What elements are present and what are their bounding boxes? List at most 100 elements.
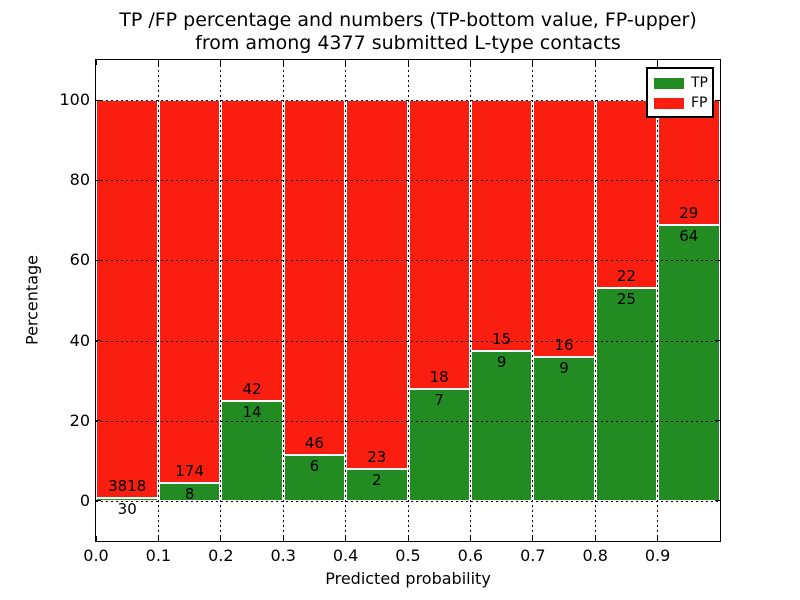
x-tick-mark: [532, 536, 534, 541]
x-tick-mark-top: [407, 60, 409, 65]
x-tick-mark-top: [345, 60, 347, 65]
bar-segment-fp-1: [158, 100, 221, 484]
x-tick-mark: [95, 536, 97, 541]
bar-segment-tp-2: [220, 400, 284, 501]
bar-segment-fp-3: [283, 100, 346, 455]
gridline-x-dots: [157, 60, 159, 541]
tp-count-label: 2: [372, 470, 382, 489]
gridline-x-0.5: [406, 60, 410, 541]
gridline-y-100: [96, 100, 720, 102]
gridline-x-0.7: [531, 60, 535, 541]
fp-count-label: 46: [304, 433, 324, 452]
gridline-x-dots: [220, 60, 222, 541]
x-tick-mark-top: [469, 60, 471, 65]
bar-segment-fp-2: [220, 100, 284, 401]
tp-count-label: 7: [434, 390, 444, 409]
y-tick-mark: [96, 340, 101, 342]
x-tick-label: 0.6: [457, 546, 484, 565]
chart-title-line1: TP /FP percentage and numbers (TP-bottom…: [119, 9, 697, 31]
chart-title: TP /FP percentage and numbers (TP-bottom…: [96, 9, 720, 55]
bar-segment-tp-7: [532, 356, 596, 501]
tp-count-label: 30: [117, 499, 137, 518]
y-tick-mark-right: [715, 420, 720, 422]
gridline-x-dots: [469, 60, 471, 541]
gridline-x-0.6: [468, 60, 472, 541]
y-tick-label: 60: [69, 250, 90, 270]
bar-segment-fp-7: [532, 100, 596, 357]
x-tick-mark-top: [282, 60, 284, 65]
x-tick-mark-top: [220, 60, 222, 65]
x-tick-label: 0.2: [208, 546, 234, 565]
gridline-x-0.4: [344, 60, 348, 541]
fp-count-label: 42: [242, 379, 262, 398]
x-tick-label: 0.4: [332, 546, 359, 565]
gridline-x-dots: [532, 60, 534, 541]
tp-count-label: 9: [559, 358, 569, 377]
y-tick-mark: [96, 259, 101, 261]
x-tick-label: 0.9: [644, 546, 671, 565]
x-tick-mark-top: [657, 60, 659, 65]
gridline-x-0.3: [281, 60, 285, 541]
gridline-x-dots: [594, 60, 596, 541]
y-tick-mark: [96, 420, 101, 422]
chart-title-line2: from among 4377 submitted L-type contact…: [195, 32, 621, 54]
y-tick-mark-right: [715, 179, 720, 181]
plot-area: 3818 30 174 8 42 14 46 6 23 2 18 7 15 9 16 9 22 25 29 64: [95, 59, 721, 542]
plot-inner: 3818 30 174 8 42 14 46 6 23 2 18 7 15 9 16 9 22 25 29 64: [95, 60, 720, 541]
x-tick-mark: [220, 536, 222, 541]
fp-legend-swatch: [654, 97, 684, 109]
y-tick-label: 40: [69, 330, 90, 350]
gridline-y-40: [96, 340, 720, 342]
y-tick-mark-right: [715, 340, 720, 342]
y-tick-mark: [96, 179, 101, 181]
y-tick-label: 80: [69, 170, 90, 190]
legend-label-fp: FP: [691, 95, 708, 111]
x-tick-mark-top: [594, 60, 596, 65]
gridline-x-0.8: [593, 60, 597, 541]
bar-segment-fp-6: [470, 100, 533, 351]
tp-count-label: 9: [496, 352, 507, 371]
fp-count-label: 15: [492, 329, 512, 348]
gridline-y-80: [96, 180, 720, 182]
gridline-x-dots: [345, 60, 347, 541]
bar-segment-fp-4: [345, 100, 408, 469]
y-tick-mark: [96, 99, 101, 101]
y-tick-mark: [96, 500, 101, 502]
legend-item-tp: TP: [654, 74, 708, 92]
tp-count-label: 25: [616, 289, 636, 308]
fp-count-label: 16: [554, 335, 574, 354]
y-tick-label: 0: [79, 490, 90, 510]
x-tick-mark-top: [95, 60, 97, 65]
x-tick-label: 0.3: [270, 546, 296, 565]
gridline-x-dots: [407, 60, 409, 541]
fp-count-label: 174: [175, 462, 204, 481]
y-tick-label: 100: [59, 90, 90, 110]
legend-item-fp: FP: [654, 94, 708, 112]
x-tick-mark: [469, 536, 471, 541]
y-tick-mark-right: [715, 99, 720, 101]
y-tick-mark-right: [715, 500, 720, 502]
x-tick-label: 0.5: [395, 546, 421, 565]
x-tick-mark: [157, 536, 159, 541]
gridline-y-0: [96, 500, 720, 502]
y-tick-mark-right: [715, 259, 720, 261]
x-tick-label: 0.7: [520, 546, 546, 565]
gridline-x-0.2: [219, 60, 223, 541]
gridline-x-0.9: [656, 60, 660, 541]
x-tick-label: 0.0: [83, 546, 109, 565]
bar-segment-tp-8: [595, 287, 658, 501]
fp-count-label: 22: [616, 266, 636, 285]
x-tick-mark: [282, 536, 284, 541]
x-tick-mark: [657, 536, 659, 541]
x-tick-mark-top: [532, 60, 534, 65]
x-tick-mark: [345, 536, 347, 541]
bar-segment-fp-0: [96, 100, 159, 498]
tp-count-label: 8: [184, 485, 195, 504]
tp-legend-swatch: [654, 77, 684, 89]
fp-count-label: 18: [429, 367, 449, 386]
x-tick-label: 0.1: [145, 546, 172, 565]
gridline-y-20: [96, 420, 720, 422]
x-axis-label: Predicted probability: [325, 569, 491, 588]
legend: TP FP: [646, 67, 714, 118]
